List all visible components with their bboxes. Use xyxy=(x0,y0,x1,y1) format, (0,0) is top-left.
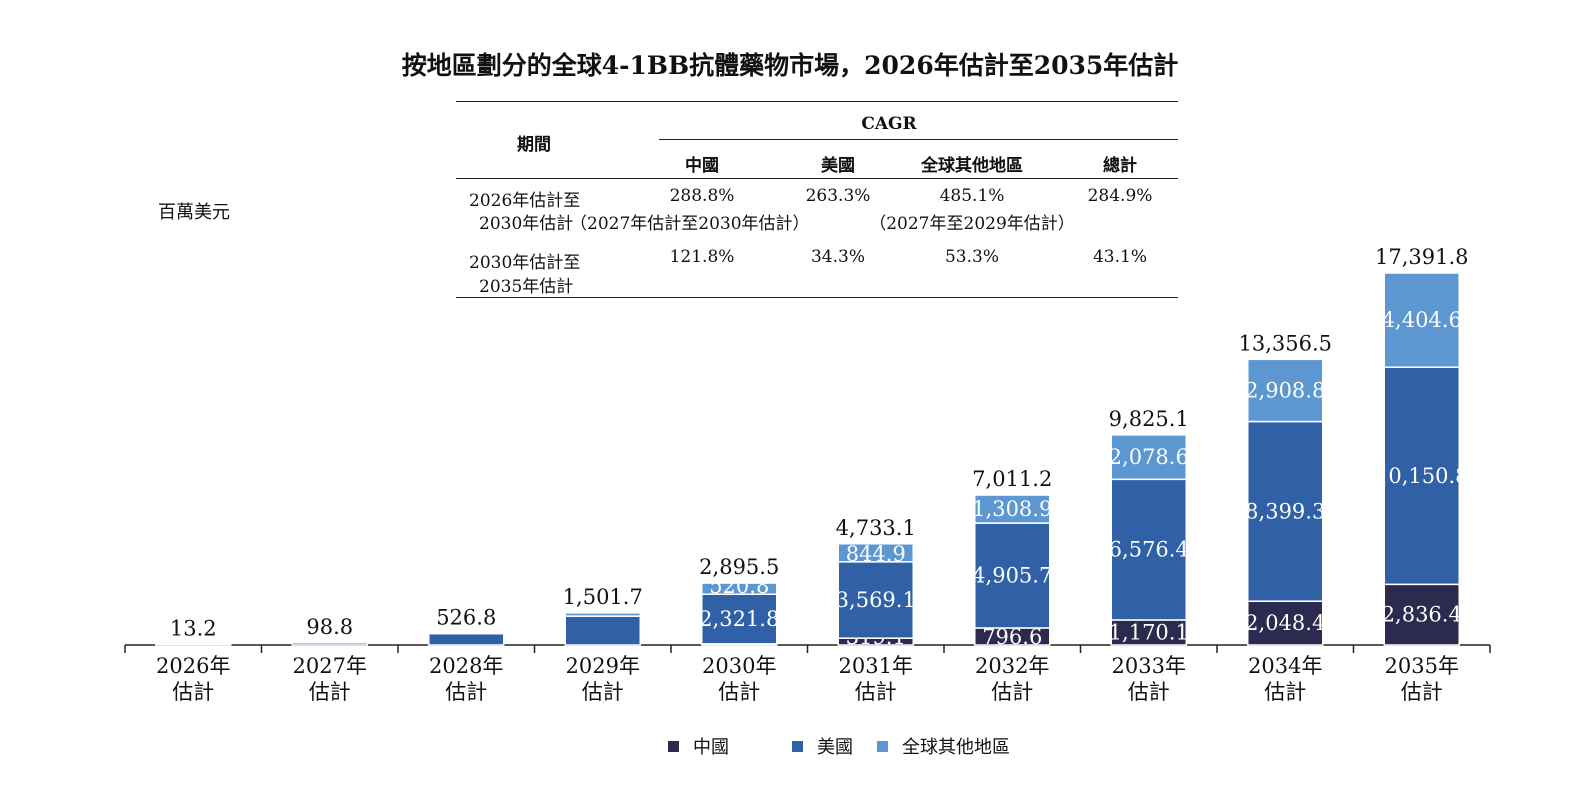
total-label: 1,501.7 xyxy=(563,585,643,609)
bar-us xyxy=(428,632,505,646)
legend-swatch-us xyxy=(792,740,803,752)
bar-us xyxy=(1110,478,1187,621)
table-rule-header xyxy=(456,178,1178,179)
total-label: 98.8 xyxy=(306,615,353,639)
bar-row xyxy=(1247,358,1324,423)
table-rule-bottom xyxy=(456,297,1178,298)
bar-label-china: 2,048.4 xyxy=(1245,611,1325,635)
table-rule-top xyxy=(456,101,1178,102)
header-china: 中國 xyxy=(685,156,719,176)
bar-label-us: 10,150.8 xyxy=(1375,464,1469,488)
bar-label-us: 6,576.4 xyxy=(1109,538,1189,562)
bar-row xyxy=(974,494,1051,524)
bar-label-china: 796.6 xyxy=(982,625,1042,649)
total-label: 7,011.2 xyxy=(972,467,1052,491)
bar-label-china: 2,836.4 xyxy=(1382,603,1462,627)
bar-label-us: 4,905.7 xyxy=(972,563,1052,587)
bar-us xyxy=(1247,420,1324,602)
header-total: 總計 xyxy=(1103,156,1137,176)
row2-period-line2: 2035年估計 xyxy=(479,277,574,297)
bar-label-row: 520.8 xyxy=(709,574,769,598)
x-tick-label: 估計 xyxy=(1401,680,1443,704)
bar-row xyxy=(837,543,914,563)
x-tick-label: 2035年 xyxy=(1385,654,1459,678)
bar-label-row: 4,404.6 xyxy=(1382,308,1462,332)
row1-note-row: （2027年至2029年估計） xyxy=(869,214,1075,234)
legend-item-us: 美國 xyxy=(792,733,853,759)
bar-row xyxy=(564,612,641,617)
x-tick-label: 2031年 xyxy=(839,654,913,678)
legend-label-row: 全球其他地區 xyxy=(902,737,1010,758)
row1-period-line2: 2030年估計 xyxy=(479,214,574,234)
header-cagr: CAGR xyxy=(861,114,917,134)
legend-label-china: 中國 xyxy=(693,737,729,758)
bar-us xyxy=(974,522,1051,629)
table-rule-cagr xyxy=(659,139,1178,140)
row2-period-line1: 2030年估計至 xyxy=(469,253,581,273)
bar-us xyxy=(291,642,368,646)
row2-total: 43.1% xyxy=(1092,247,1148,267)
legend-swatch-row xyxy=(877,740,888,752)
bar-us xyxy=(1383,366,1460,586)
row1-china: 288.8% xyxy=(669,186,735,206)
legend-swatch-china xyxy=(668,740,679,752)
x-tick-label: 2032年 xyxy=(975,654,1049,678)
total-label: 2,895.5 xyxy=(699,555,779,579)
x-tick-label: 2033年 xyxy=(1112,654,1186,678)
x-tick-label: 2026年 xyxy=(156,654,230,678)
bar-us xyxy=(837,561,914,639)
x-tick-label: 估計 xyxy=(582,680,624,704)
header-period: 期間 xyxy=(517,135,551,155)
bar-label-us: 3,569.1 xyxy=(836,588,916,612)
total-label: 526.8 xyxy=(436,606,496,630)
bar-label-us: 2,321.8 xyxy=(699,607,779,631)
x-tick-label: 2034年 xyxy=(1248,654,1322,678)
x-tick-label: 估計 xyxy=(855,680,897,704)
x-tick-label: 估計 xyxy=(172,680,214,704)
x-tick-label: 2030年 xyxy=(702,654,776,678)
legend-item-china: 中國 xyxy=(668,733,729,759)
row1-period-line1: 2026年估計至 xyxy=(469,191,581,211)
bar-us xyxy=(564,615,641,646)
legend-label-us: 美國 xyxy=(817,737,853,758)
x-tick-label: 估計 xyxy=(991,680,1033,704)
bar-label-row: 1,308.9 xyxy=(972,497,1052,521)
bar-china xyxy=(1383,583,1460,646)
x-tick-label: 2027年 xyxy=(293,654,367,678)
chart-title: 按地區劃分的全球4-1BB抗體藥物市場，2026年估計至2035年估計 xyxy=(401,51,1179,80)
bar-label-row: 844.9 xyxy=(846,542,906,566)
x-tick-label: 估計 xyxy=(1128,680,1170,704)
total-label: 9,825.1 xyxy=(1109,407,1189,431)
legend-item-row: 全球其他地區 xyxy=(877,733,1010,759)
x-tick-label: 估計 xyxy=(445,680,487,704)
row1-note-china: （2027年估計至2030年估計） xyxy=(570,214,810,234)
row1-total: 284.9% xyxy=(1087,186,1153,206)
bar-us xyxy=(701,593,778,645)
x-tick-label: 2028年 xyxy=(429,654,503,678)
bar-label-row: 2,078.6 xyxy=(1109,445,1189,469)
x-tick-label: 估計 xyxy=(718,680,760,704)
x-tick-label: 估計 xyxy=(309,680,351,704)
bar-label-china: 1,170.1 xyxy=(1109,620,1189,644)
bar-row xyxy=(1383,272,1460,368)
header-row: 全球其他地區 xyxy=(921,156,1023,176)
row2-us: 34.3% xyxy=(810,247,866,267)
x-tick-label: 2029年 xyxy=(566,654,640,678)
row2-china: 121.8% xyxy=(669,247,735,267)
bar-row xyxy=(701,582,778,595)
row1-us: 263.3% xyxy=(805,186,871,206)
row1-row: 485.1% xyxy=(939,186,1005,206)
header-us: 美國 xyxy=(821,156,855,176)
y-unit-label: 百萬美元 xyxy=(158,202,230,223)
total-label: 13,356.5 xyxy=(1238,331,1332,355)
row2-row: 53.3% xyxy=(944,247,1000,267)
bar-label-us: 8,399.3 xyxy=(1245,499,1325,523)
x-tick-label: 估計 xyxy=(1264,680,1306,704)
total-label: 13.2 xyxy=(170,617,217,641)
total-label: 4,733.1 xyxy=(836,516,916,540)
bar-row xyxy=(1110,434,1187,481)
total-label: 17,391.8 xyxy=(1375,245,1469,269)
bar-label-row: 2,908.8 xyxy=(1245,378,1325,402)
